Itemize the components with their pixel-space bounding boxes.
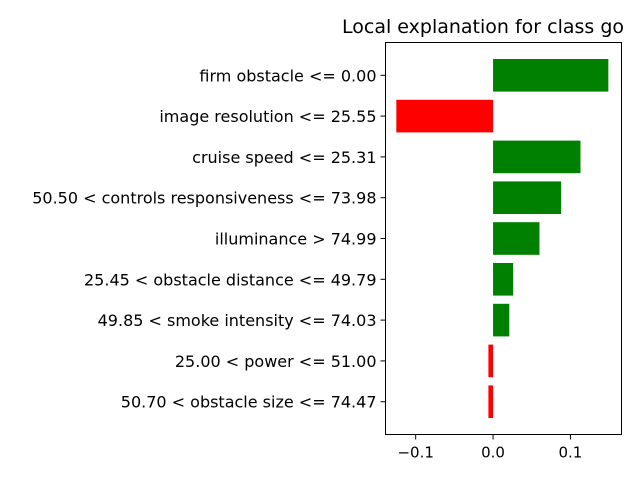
x-tick-label: −0.1 <box>397 444 433 462</box>
category-label: firm obstacle <= 0.00 <box>199 66 376 85</box>
x-tick-label: 0.0 <box>481 444 505 462</box>
category-label: cruise speed <= 25.31 <box>192 148 376 167</box>
bar <box>396 99 494 133</box>
bar <box>493 140 581 174</box>
category-label: image resolution <= 25.55 <box>159 107 376 126</box>
bar <box>493 263 514 296</box>
category-label: 49.85 < smoke intensity <= 74.03 <box>98 311 377 330</box>
bar <box>493 59 609 92</box>
bar <box>493 222 540 255</box>
category-label: 50.50 < controls responsiveness <= 73.98 <box>32 189 376 208</box>
bar <box>488 385 494 418</box>
bars-group <box>396 59 609 418</box>
x-axis: −0.1 0.0 0.1 <box>397 434 583 462</box>
bar <box>488 344 494 378</box>
x-tick-label: 0.1 <box>559 444 583 462</box>
category-label: 50.70 < obstacle size <= 74.47 <box>121 393 377 412</box>
category-labels: firm obstacle <= 0.00 image resolution <=… <box>32 66 386 412</box>
category-label: 25.00 < power <= 51.00 <box>175 352 377 371</box>
bar <box>493 181 562 214</box>
bar <box>493 303 510 337</box>
plot-frame <box>385 42 622 435</box>
category-label: illuminance > 74.99 <box>215 230 377 249</box>
category-label: 25.45 < obstacle distance <= 49.79 <box>84 270 377 289</box>
chart-title: Local explanation for class go <box>342 16 624 38</box>
